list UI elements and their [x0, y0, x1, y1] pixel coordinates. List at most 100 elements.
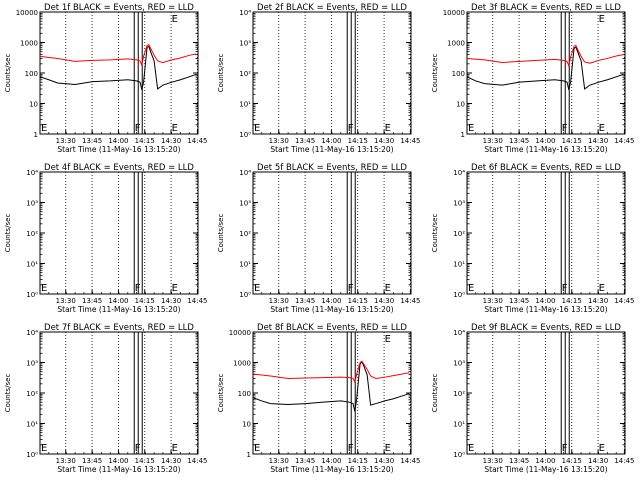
x-axis-label: Start Time (11-May-16 13:15:20) — [57, 465, 180, 474]
x-tick-label: 14:30 — [161, 297, 181, 305]
x-tick-label: 13:45 — [295, 457, 315, 465]
y-tick-label: 10⁰ — [26, 451, 38, 459]
chart-title: Det 9f BLACK = Events, RED = LLD — [471, 323, 621, 333]
x-axis-label: Start Time (11-May-16 13:15:20) — [484, 465, 607, 474]
x-tick-label: 14:30 — [588, 297, 608, 305]
marker-label: E — [172, 443, 178, 454]
y-tick-label: 10³ — [453, 360, 465, 368]
chart-panel-3: Det 3f BLACK = Events, RED = LLD Counts/s… — [431, 3, 635, 154]
x-tick-label: 13:45 — [509, 457, 529, 465]
chart-title: Det 7f BLACK = Events, RED = LLD — [44, 323, 194, 333]
y-tick-label: 10000 — [229, 329, 251, 337]
chart-panel-5: Det 5f BLACK = Events, RED = LLD Counts/s… — [217, 163, 421, 314]
x-tick-label: 14:45 — [614, 457, 634, 465]
y-tick-label: 10000 — [443, 9, 465, 17]
x-tick-label: 14:00 — [535, 137, 555, 145]
x-tick-label: 14:15 — [348, 457, 368, 465]
x-tick-label: 14:30 — [374, 457, 394, 465]
x-tick-label: 13:30 — [56, 297, 76, 305]
x-tick-label: 14:30 — [374, 297, 394, 305]
x-axis-label: Start Time (11-May-16 13:15:20) — [270, 145, 393, 154]
x-tick-label: 14:45 — [187, 457, 207, 465]
marker-label: E — [41, 283, 47, 294]
x-tick-label: 13:45 — [82, 297, 102, 305]
y-tick-label: 10⁴ — [26, 169, 38, 177]
x-tick-label: 14:15 — [562, 457, 582, 465]
x-axis-label: Start Time (11-May-16 13:15:20) — [57, 305, 180, 314]
x-tick-label: 13:30 — [483, 457, 503, 465]
x-tick-label: 14:30 — [374, 137, 394, 145]
plot-frame — [252, 11, 412, 135]
chart-title: Det 6f BLACK = Events, RED = LLD — [471, 163, 621, 173]
y-tick-label: 10² — [239, 70, 251, 78]
y-tick-label: 100 — [25, 70, 38, 78]
x-tick-label: 14:30 — [588, 457, 608, 465]
y-tick-label: 10⁴ — [453, 329, 465, 337]
marker-label: E — [599, 123, 605, 134]
y-tick-label: 10¹ — [26, 421, 38, 429]
chart-panel-6: Det 6f BLACK = Events, RED = LLD Counts/s… — [431, 163, 635, 314]
x-tick-label: 13:45 — [295, 297, 315, 305]
series-line — [466, 46, 624, 90]
x-tick-label: 13:45 — [82, 457, 102, 465]
x-tick-label: 13:30 — [269, 137, 289, 145]
x-tick-label: 14:00 — [108, 137, 128, 145]
x-axis-label: Start Time (11-May-16 13:15:20) — [484, 145, 607, 154]
series-line — [252, 360, 410, 384]
x-tick-label: 14:00 — [108, 457, 128, 465]
y-tick-label: 10⁴ — [26, 329, 38, 337]
y-axis-label: Counts/sec — [431, 214, 439, 253]
y-tick-label: 10 — [242, 421, 251, 429]
y-axis-label: Counts/sec — [431, 54, 439, 93]
x-tick-label: 13:30 — [56, 137, 76, 145]
x-tick-label: 14:45 — [614, 297, 634, 305]
y-tick-label: 100 — [452, 70, 465, 78]
y-tick-label: 1 — [34, 131, 38, 139]
marker-label: E — [468, 443, 474, 454]
x-tick-label: 14:15 — [135, 297, 155, 305]
plot-frame — [39, 11, 199, 135]
chart-title: Det 4f BLACK = Events, RED = LLD — [44, 163, 194, 173]
y-tick-label: 1 — [461, 131, 465, 139]
y-tick-label: 1 — [247, 451, 251, 459]
y-tick-label: 10⁰ — [239, 131, 251, 139]
marker-label: E — [599, 443, 605, 454]
chart-title: Det 1f BLACK = Events, RED = LLD — [44, 3, 194, 13]
chart-title: Det 5f BLACK = Events, RED = LLD — [257, 163, 407, 173]
y-tick-label: 10¹ — [239, 261, 251, 269]
x-tick-label: 13:30 — [269, 297, 289, 305]
plot-frame — [466, 171, 626, 295]
x-tick-label: 14:00 — [321, 137, 341, 145]
x-tick-label: 13:45 — [509, 297, 529, 305]
chart-panel-1: Det 1f BLACK = Events, RED = LLD Counts/s… — [4, 3, 208, 154]
plot-frame — [252, 331, 412, 455]
y-tick-label: 10³ — [239, 40, 251, 48]
x-tick-label: 14:45 — [614, 137, 634, 145]
x-tick-label: 14:00 — [535, 297, 555, 305]
marker-label: E — [254, 123, 260, 134]
y-tick-label: 10⁰ — [453, 451, 465, 459]
marker-label: E — [254, 283, 260, 294]
chart-panel-8: Det 8f BLACK = Events, RED = LLD Counts/s… — [217, 323, 421, 474]
x-tick-label: 14:15 — [562, 297, 582, 305]
y-tick-label: 10⁴ — [239, 9, 251, 17]
y-tick-label: 10⁰ — [453, 291, 465, 299]
plot-frame — [252, 171, 412, 295]
marker-label: E — [172, 123, 178, 134]
x-tick-label: 14:15 — [348, 137, 368, 145]
y-tick-label: 10¹ — [453, 261, 465, 269]
marker-label: E — [599, 283, 605, 294]
y-tick-label: 10² — [26, 390, 38, 398]
series-line — [252, 360, 410, 412]
plot-frame — [466, 331, 626, 455]
marker-label: F — [135, 123, 141, 134]
x-tick-label: 14:45 — [400, 457, 420, 465]
x-tick-label: 14:45 — [400, 137, 420, 145]
y-tick-label: 10⁴ — [453, 169, 465, 177]
series-line — [39, 43, 197, 67]
y-tick-label: 10² — [453, 230, 465, 238]
x-tick-label: 13:45 — [509, 137, 529, 145]
marker-label: F — [135, 443, 141, 454]
marker-label: E — [385, 123, 391, 134]
